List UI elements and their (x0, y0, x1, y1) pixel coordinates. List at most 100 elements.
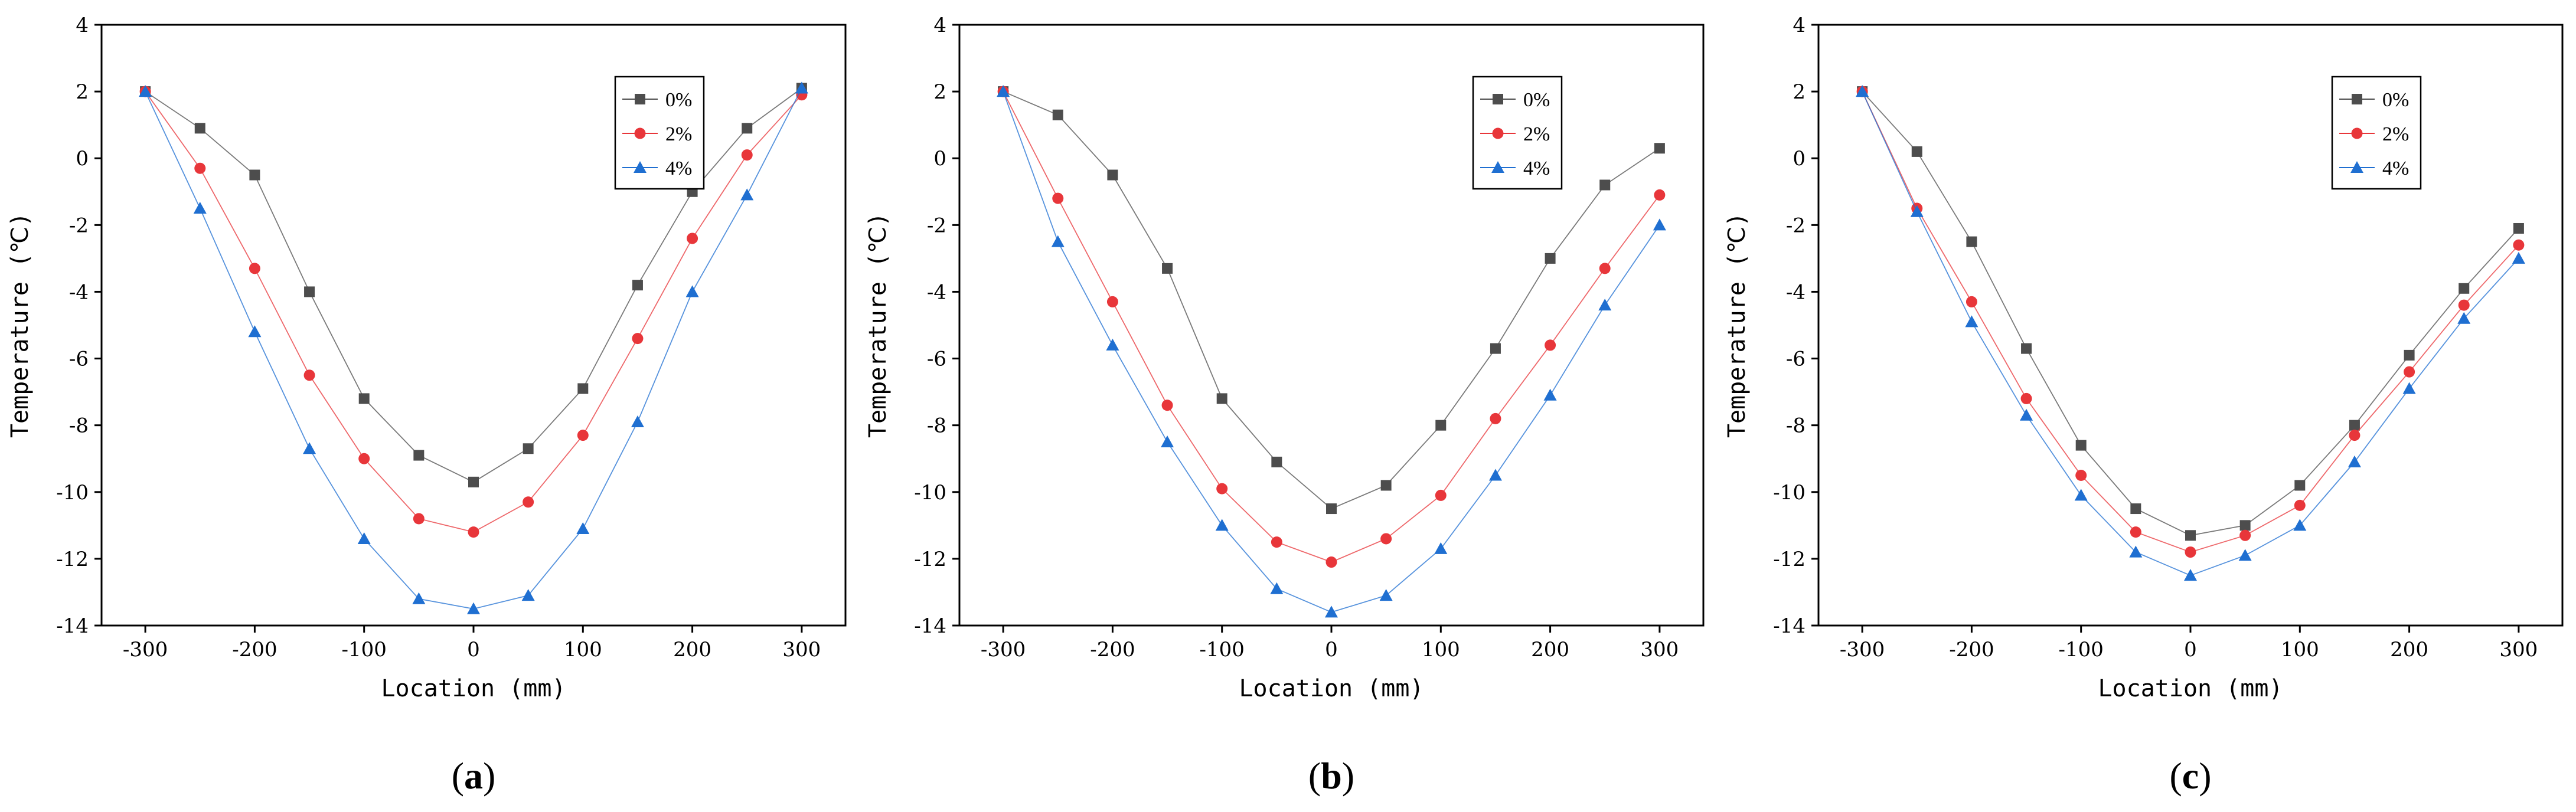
y-tick-label: -6 (927, 348, 946, 371)
data-point-square (2185, 530, 2196, 541)
x-axis-title: Location (mm) (1239, 675, 1424, 702)
data-point-triangle (576, 522, 590, 534)
y-tick-label: -8 (69, 414, 89, 438)
data-point-triangle (1653, 218, 1666, 231)
data-point-triangle (521, 589, 535, 601)
panel-label-close: ) (2199, 755, 2211, 797)
data-point-square (632, 280, 643, 291)
legend-marker-triangle (1491, 161, 1504, 173)
data-point-triangle (1106, 338, 1119, 351)
y-tick-label: -2 (69, 214, 89, 237)
data-point-circle (2294, 499, 2306, 511)
legend-label: 4% (665, 158, 692, 179)
data-point-square (1052, 109, 1063, 120)
y-tick-label: -6 (1786, 348, 1806, 371)
y-tick-label: -8 (927, 414, 946, 438)
data-point-square (358, 393, 370, 404)
data-point-triangle (2512, 251, 2525, 264)
legend-marker-triangle (2350, 161, 2363, 173)
data-point-circle (1599, 263, 1611, 274)
legend-marker-square (2352, 94, 2362, 104)
panel-label-open: ( (2169, 755, 2182, 797)
data-point-triangle (997, 85, 1010, 97)
data-point-triangle (2402, 382, 2416, 394)
legend-label: 4% (2382, 158, 2409, 179)
x-tick-label: 0 (467, 638, 480, 662)
data-point-square (1966, 236, 1977, 247)
y-tick-label: 2 (1793, 80, 1806, 104)
data-point-triangle (1161, 435, 1174, 447)
data-point-triangle (2184, 569, 2197, 581)
data-point-square (1216, 393, 1227, 404)
data-point-triangle (412, 592, 426, 604)
panel-a: -14 -12 -10 -8 -6 -4 -2 0 2 4 -300 -200 -100 0 100 200 3… (6, 14, 847, 797)
panel-label-open: ( (1308, 755, 1321, 797)
y-tick-label: -12 (914, 548, 946, 571)
data-point-square (1107, 169, 1118, 181)
y-tick-label: -2 (1786, 214, 1806, 237)
panel-label-letter: b (1321, 755, 1342, 797)
x-tick-label: -200 (232, 638, 277, 662)
y-axis-title: Temperature (℃) (864, 212, 892, 438)
data-point-circle (2185, 546, 2196, 558)
data-point-circle (632, 333, 644, 345)
data-point-triangle (467, 602, 480, 614)
data-point-circle (1654, 189, 1666, 201)
data-point-square (2075, 440, 2087, 451)
data-point-circle (1490, 412, 1501, 424)
x-tick-label: 300 (782, 638, 821, 662)
y-tick-label: -4 (927, 280, 946, 304)
data-point-triangle (1215, 519, 1229, 531)
data-point-circle (741, 149, 753, 161)
data-point-triangle (139, 85, 152, 97)
panel-label: (b) (1308, 755, 1354, 797)
data-point-circle (2349, 430, 2360, 441)
panel-label-letter: c (2182, 755, 2199, 797)
data-point-square (1326, 503, 1337, 515)
data-point-circle (194, 162, 206, 174)
data-point-triangle (2293, 519, 2307, 531)
data-point-square (2513, 222, 2524, 234)
data-point-square (742, 123, 753, 134)
x-tick-label: 300 (2499, 638, 2538, 662)
legend-label: 0% (665, 89, 692, 111)
data-point-circle (523, 496, 534, 508)
data-point-circle (2458, 299, 2470, 311)
data-point-square (1599, 179, 1611, 191)
data-point-triangle (1965, 315, 1978, 328)
data-point-triangle (1598, 299, 1612, 311)
data-point-triangle (357, 532, 371, 544)
data-point-triangle (1543, 388, 1557, 401)
x-tick-label: -300 (1840, 638, 1885, 662)
y-tick-label: -10 (1773, 481, 1806, 505)
data-point-square (1162, 263, 1173, 274)
y-tick-label: -2 (927, 214, 946, 237)
data-point-square (2021, 343, 2032, 354)
data-point-circle (1435, 489, 1447, 501)
x-tick-label: 200 (1531, 638, 1569, 662)
data-point-triangle (1856, 85, 1869, 97)
data-point-square (1435, 420, 1447, 431)
data-point-circle (2130, 526, 2141, 538)
legend-marker-circle (2351, 127, 2363, 139)
y-tick-label: -8 (1786, 414, 1806, 438)
data-point-square (2239, 520, 2251, 531)
data-point-square (2130, 503, 2141, 515)
data-point-triangle (248, 325, 262, 338)
legend-marker-circle (1492, 127, 1504, 139)
x-tick-label: 100 (2281, 638, 2319, 662)
legend-label: 0% (1523, 89, 1550, 111)
data-point-circle (1325, 556, 1337, 568)
data-point-square (1380, 480, 1392, 491)
data-point-square (304, 286, 315, 297)
data-point-triangle (1325, 605, 1338, 618)
y-axis-title: Temperature (℃) (6, 212, 34, 438)
legend-box (614, 76, 705, 190)
data-point-square (2404, 349, 2415, 361)
x-tick-label: -200 (1090, 638, 1135, 662)
legend-label: 2% (1523, 123, 1550, 145)
legend-label: 4% (1523, 158, 1550, 179)
data-point-square (2459, 283, 2470, 294)
y-tick-label: 4 (933, 14, 946, 37)
